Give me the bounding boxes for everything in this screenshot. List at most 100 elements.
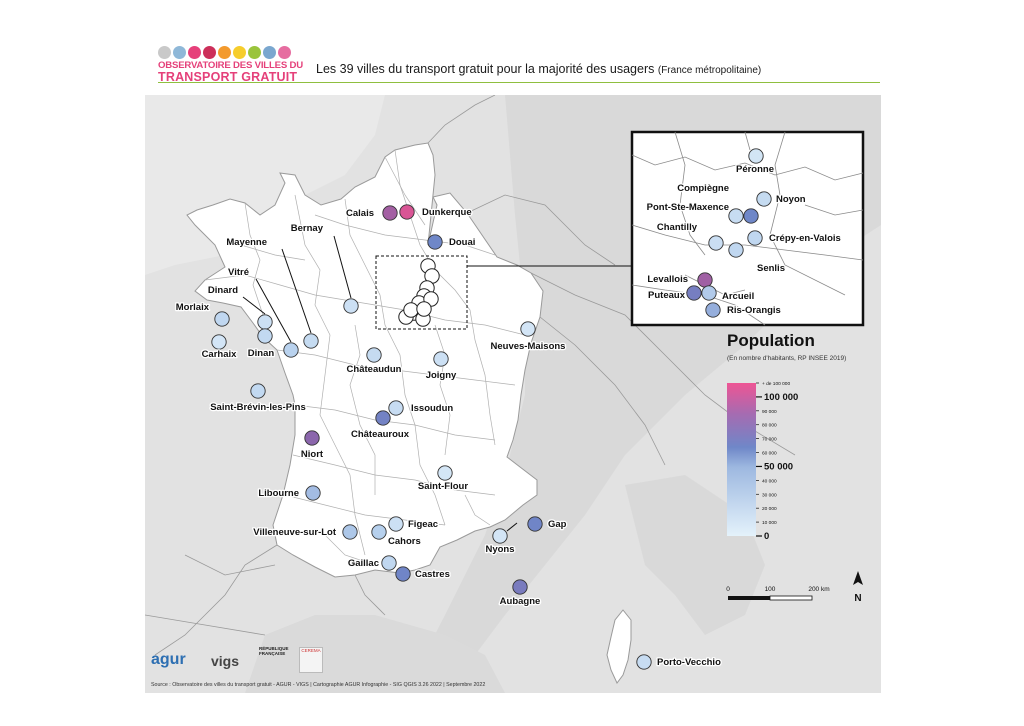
city-label: Châteaudun (347, 364, 402, 375)
inset-city-label: Compiègne (677, 183, 729, 194)
city-marker[interactable] (366, 347, 382, 363)
city-label: Porto-Vecchio (657, 657, 721, 668)
logo-dot (218, 46, 231, 59)
inset-city-label: Péronne (736, 164, 774, 175)
inset-city-marker[interactable] (728, 242, 744, 258)
legend-tick-label: 30 000 (762, 492, 777, 498)
city-marker[interactable] (492, 528, 508, 544)
logo-line2: TRANSPORT GRATUIT (158, 70, 298, 84)
inset-city-marker[interactable] (708, 235, 724, 251)
city-label: Castres (415, 569, 450, 580)
legend-tick-label: 10 000 (762, 520, 777, 526)
city-label: Niort (301, 449, 324, 460)
inset-city-marker[interactable] (728, 208, 744, 224)
city-label: Châteauroux (351, 429, 410, 440)
city-label: Figeac (408, 519, 438, 530)
leader-line (242, 296, 266, 315)
inset-city-marker[interactable] (747, 230, 763, 246)
city-label: Cahors (388, 536, 421, 547)
city-marker[interactable] (388, 516, 404, 532)
city-marker[interactable] (381, 555, 397, 571)
city-label: Neuves-Maisons (491, 341, 566, 352)
inset-city-label: Chantilly (657, 222, 698, 233)
inset-city-marker[interactable] (748, 148, 764, 164)
city-marker[interactable] (395, 566, 411, 582)
city-marker[interactable] (303, 333, 319, 349)
city-marker[interactable] (257, 328, 273, 344)
title-suffix: (France métropolitaine) (657, 65, 762, 76)
leader-line (281, 248, 312, 334)
city-marker[interactable] (433, 351, 449, 367)
cities-layer: Calais Dunkerque Douai Bernay Mayenne Vitré Di… (174, 148, 842, 670)
inset-panel[interactable] (630, 130, 865, 327)
cerema-logo[interactable]: CEREMA (299, 647, 323, 673)
inset-city-label: Arcueil (722, 291, 754, 302)
city-marker[interactable] (283, 342, 299, 358)
legend-gradient: + de 100 000 100 000 90 000 80 000 70 000 60 … (727, 381, 798, 542)
legend-tick-label: 50 000 (764, 461, 793, 472)
city-label: Dinard (208, 285, 238, 296)
inset-city-marker[interactable] (701, 285, 717, 301)
city-marker[interactable] (342, 524, 358, 540)
city-marker[interactable] (211, 334, 227, 350)
city-marker[interactable] (520, 321, 536, 337)
logo-dot (278, 46, 291, 59)
inset-city-label: Crépy-en-Valois (769, 233, 841, 244)
city-marker[interactable] (437, 465, 453, 481)
city-marker[interactable] (304, 430, 320, 446)
observatoire-logo[interactable]: OBSERVATOIRE DES VILLES DU TRANSPORT GRA… (158, 46, 303, 86)
legend-subtitle: (En nombre d'habitants, RP INSEE 2019) (727, 355, 847, 362)
republique-francaise-logo[interactable]: RÉPUBLIQUE FRANÇAISE (259, 646, 289, 656)
inset-city-marker[interactable] (686, 285, 702, 301)
city-marker[interactable] (257, 314, 273, 330)
city-marker[interactable] (399, 204, 415, 220)
city-label: Aubagne (500, 596, 541, 607)
inset-cluster-marker (403, 302, 419, 318)
header: OBSERVATOIRE DES VILLES DU TRANSPORT GRA… (0, 0, 1024, 92)
city-marker[interactable] (382, 205, 398, 221)
title-rule (158, 82, 880, 83)
logo-dot (188, 46, 201, 59)
city-label: Calais (346, 208, 374, 219)
inset-city-marker[interactable] (743, 208, 759, 224)
source-credit: Source : Observatoire des villes du tran… (151, 682, 486, 688)
city-marker[interactable] (427, 234, 443, 250)
inset-city-marker[interactable] (705, 302, 721, 318)
city-marker[interactable] (214, 311, 230, 327)
inset-city-label: Noyon (776, 194, 806, 205)
map-panel[interactable]: Calais Dunkerque Douai Bernay Mayenne Vitré Di… (145, 95, 881, 693)
vigs-logo[interactable]: vigs (211, 653, 240, 669)
city-label: Douai (449, 237, 475, 248)
city-marker[interactable] (388, 400, 404, 416)
inset-city-marker[interactable] (756, 191, 772, 207)
inset-city-marker[interactable] (697, 272, 713, 288)
city-marker[interactable] (527, 516, 543, 532)
city-marker[interactable] (636, 654, 652, 670)
agur-logo[interactable]: agur (151, 651, 186, 668)
city-marker[interactable] (305, 485, 321, 501)
city-marker[interactable] (375, 410, 391, 426)
logo-dot (173, 46, 186, 59)
city-label: Gap (548, 519, 567, 530)
city-marker[interactable] (343, 298, 359, 314)
title-main: Les 39 villes du transport gratuit pour … (316, 62, 655, 76)
north-label: N (854, 593, 861, 604)
scale-label-200: 200 km (808, 586, 829, 593)
legend-tick-label: 100 000 (764, 392, 798, 403)
city-marker[interactable] (512, 579, 528, 595)
city-label: Saint-Brévin-les-Pins (210, 402, 306, 413)
city-marker[interactable] (371, 524, 387, 540)
logo-dot (233, 46, 246, 59)
scale-label-100: 100 (765, 586, 776, 593)
background-relief (145, 95, 881, 693)
city-label: Carhaix (202, 349, 238, 360)
city-label: Nyons (485, 544, 514, 555)
map-svg[interactable]: Calais Dunkerque Douai Bernay Mayenne Vitré Di… (145, 95, 881, 693)
legend-tick-label: 0 (764, 531, 769, 542)
city-marker[interactable] (250, 383, 266, 399)
legend-tick-label: 80 000 (762, 423, 777, 429)
logo-dot (203, 46, 216, 59)
city-label: Joigny (426, 370, 457, 381)
legend-tick-label: 60 000 (762, 451, 777, 457)
inset-city-label: Senlis (757, 263, 785, 274)
